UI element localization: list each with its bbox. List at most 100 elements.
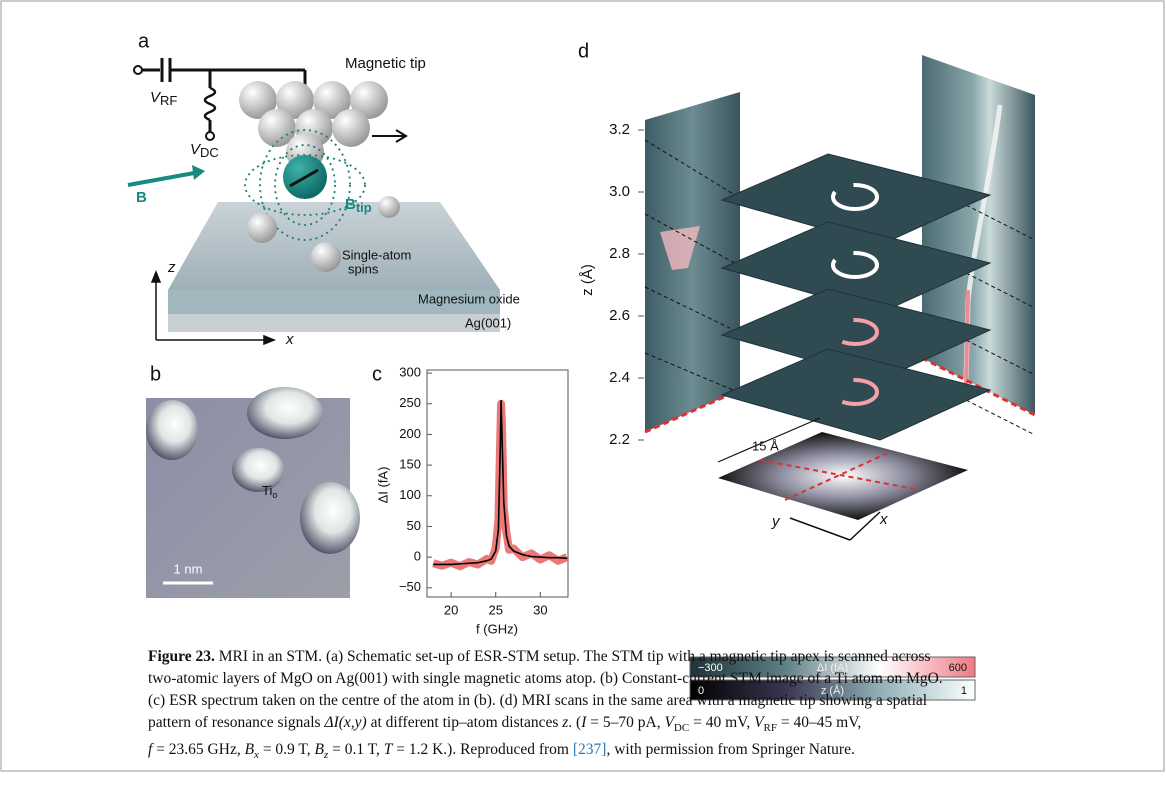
v-rf-label: VRF: [150, 89, 177, 108]
guide-line: [959, 269, 1036, 309]
caption-line: two-atomic layers of MgO on Ag(001) with…: [148, 668, 1148, 690]
colorbar: [689, 679, 976, 701]
scan-arrow-head: [395, 129, 408, 143]
x-tick-label: 20: [444, 602, 458, 617]
slice-signal: [831, 318, 879, 346]
x-axis-label: x: [285, 331, 294, 348]
z-tick-label: 3.0: [609, 183, 630, 200]
caption-text: . (: [568, 714, 582, 731]
caption-text: B: [314, 741, 324, 759]
substrate-front: [168, 314, 500, 332]
caption-line: f = 23.65 GHz, Bx = 0.9 T, Bz = 0.1 T, T…: [148, 739, 1148, 766]
y-axis-label: ΔI (fA): [375, 467, 390, 504]
caption-text: , with permission from Springer Nature.: [606, 741, 855, 759]
cut-line: [921, 356, 1036, 417]
caption-text: ΔI(x,y): [324, 714, 367, 731]
panel-label: b: [150, 363, 161, 385]
slice-signal: [831, 183, 879, 211]
colorbar-label: z (Å): [821, 684, 844, 697]
guide-line: [959, 201, 1036, 241]
z-tick-label: 2.8: [609, 245, 630, 262]
guide-line: [959, 396, 1036, 436]
z-tick-label: 2.4: [609, 369, 630, 386]
caption-text: T: [383, 741, 393, 759]
colorbar: [689, 656, 976, 678]
surface-atom: [378, 196, 400, 218]
guide-line: [644, 352, 741, 394]
caption-text: pattern of resonance signals: [148, 714, 325, 731]
caption-line: (c) ESR spectrum taken on the centre of …: [148, 690, 1148, 712]
y-tick-label: 250: [399, 395, 421, 410]
panel-label: c: [372, 363, 382, 385]
y-tick-label: 100: [399, 487, 421, 502]
caption-text: f: [148, 741, 153, 759]
caption-text: = 0.9 T,: [258, 741, 315, 759]
wall-signal: [963, 104, 1003, 381]
colorbar-label: ΔI (fA): [817, 662, 848, 674]
left-wall: [645, 92, 740, 432]
caption-line: Figure 23. MRI in an STM. (a) Schematic …: [148, 646, 1148, 668]
slab-front: [168, 290, 500, 314]
reference-link[interactable]: [237]: [572, 741, 607, 759]
b-tip-label: Btip: [345, 196, 372, 215]
guide-line: [644, 139, 741, 199]
z-axis-label: z (Å): [579, 264, 596, 296]
caption-line: pattern of resonance signals ΔI(x,y) at …: [148, 712, 1148, 739]
x-tick-label: 30: [533, 602, 547, 617]
plot-frame: [426, 369, 569, 598]
y-axis-label: y: [771, 513, 781, 530]
caption-text: I: [581, 714, 587, 731]
guide-line: [959, 336, 1036, 376]
x-axis-label: x: [879, 511, 888, 528]
colorbar-tick-label: 600: [949, 662, 967, 674]
panel-label: a: [138, 30, 150, 52]
scale-bar-label: 1 nm: [174, 561, 203, 576]
panel-c: c ΔI (fA) f (GHz) −50 0 50 100 150 200 250 300 2…: [372, 363, 569, 636]
x-axis-label: f (GHz): [476, 621, 518, 636]
length-label: 15 Å: [752, 438, 779, 453]
z-axis-label: z: [167, 259, 176, 276]
slice-signal: [831, 378, 879, 406]
b-label: B: [136, 189, 147, 206]
caption-text: = 1.2 K.). Reproduced from: [392, 741, 573, 759]
caption: Figure 23. MRI in an STM. (a) Schematic …: [148, 646, 1148, 766]
cut-line: [784, 451, 891, 501]
z-tick-label: 2.2: [609, 431, 630, 448]
y-tick-label: 0: [414, 549, 421, 564]
z-tick-label: 2.6: [609, 307, 630, 324]
caption-text: V: [754, 714, 764, 731]
stm-feature: [232, 448, 284, 492]
colorbar-tick-label: 0: [698, 685, 704, 697]
plane-axes: [789, 511, 881, 541]
stm-feature: [247, 387, 323, 439]
substrate-label: Ag(001): [465, 315, 511, 330]
caption-text: = 40 mV,: [689, 714, 755, 731]
layer-label: Magnesium oxide: [418, 291, 520, 306]
wall-signal: [660, 226, 700, 270]
tip-label: Magnetic tip: [345, 55, 426, 72]
atom-label: Tio: [262, 483, 277, 500]
y-tick-label: 50: [407, 518, 421, 533]
length-bar: [717, 417, 821, 463]
cut-line: [759, 459, 921, 491]
caption-text: at different tip–atom distances: [366, 714, 563, 731]
caption-text: MRI in an STM. (a) Schematic set-up of E…: [214, 648, 931, 665]
caption-text: V: [664, 714, 674, 731]
data-line: [433, 399, 568, 566]
b-arrow: [127, 170, 201, 187]
caption-text: Figure 23.: [148, 648, 215, 665]
guide-line: [644, 286, 741, 334]
caption-text: z: [323, 749, 329, 762]
colorbar-tick-label: 1: [961, 685, 967, 697]
caption-text: DC: [673, 722, 690, 735]
spins-label: Single-atom: [342, 247, 411, 262]
v-dc-label: VDC: [190, 141, 219, 160]
caption-text: = 5–70 pA,: [586, 714, 665, 731]
y-tick-label: −50: [399, 579, 421, 594]
panel-d: d z (Å) 15 Å y x 2.2 2.4 2.6 2.8 3.0 3.2: [578, 40, 1036, 541]
y-tick-label: 150: [399, 457, 421, 472]
caption-text: = 40–45 mV,: [777, 714, 862, 731]
panel-b: b Tio 1 nm: [146, 363, 360, 598]
